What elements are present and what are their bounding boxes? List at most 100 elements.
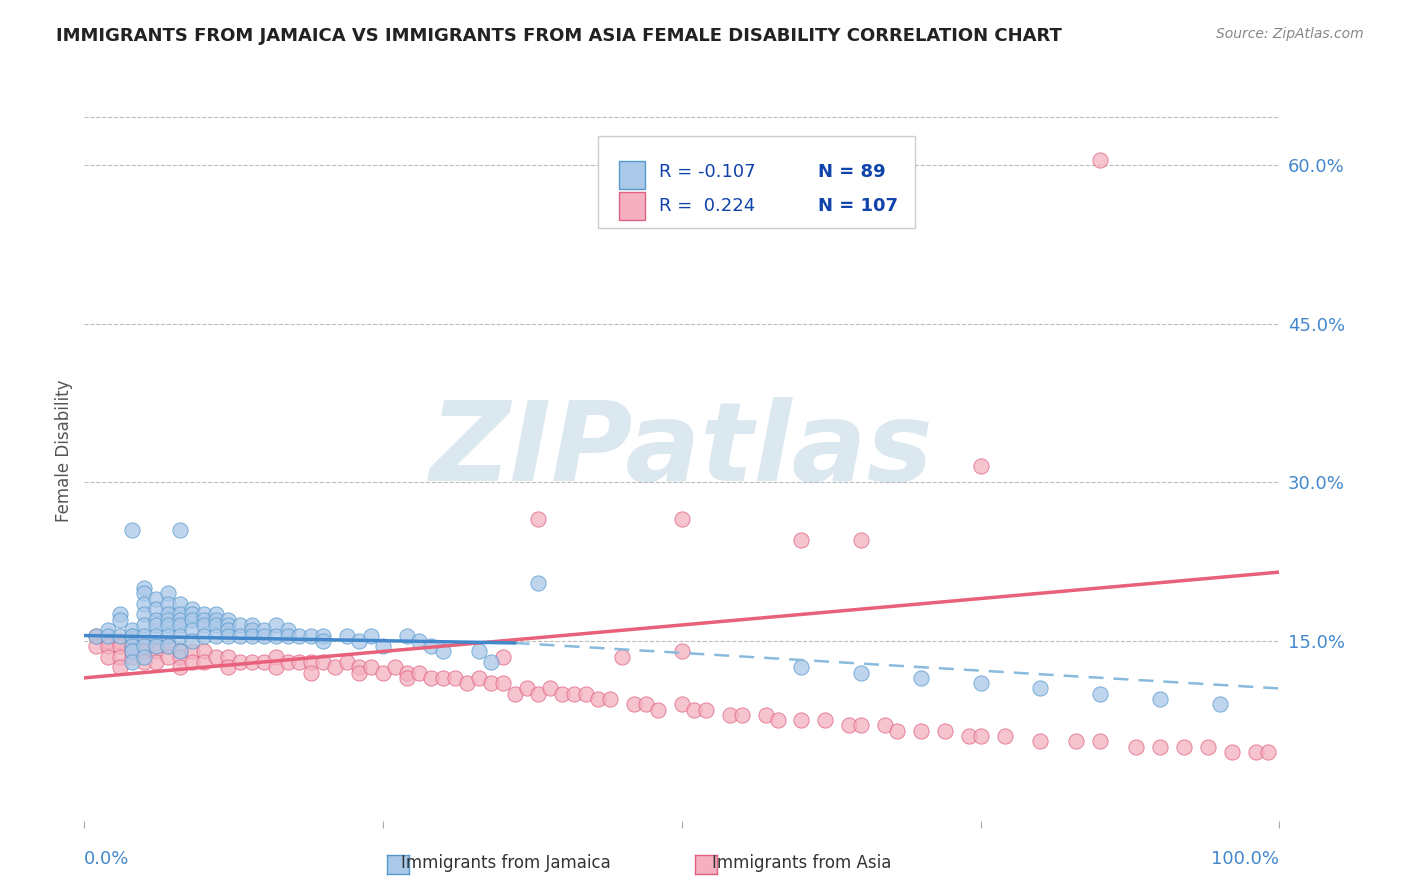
Point [312,628,335,642]
Point [1149,692,1171,706]
Point [814,713,837,727]
Point [718,707,741,722]
Point [145,655,167,669]
Point [205,628,228,642]
Point [790,533,813,548]
Text: 0.0%: 0.0% [84,850,129,868]
Text: R = -0.107: R = -0.107 [659,163,756,181]
Point [205,649,228,664]
Point [97,649,120,664]
Point [145,591,167,606]
Point [551,687,574,701]
Point [516,681,538,696]
Point [575,687,598,701]
Point [994,729,1017,743]
Point [731,707,754,722]
Point [121,655,143,669]
Point [110,660,132,674]
Point [479,655,502,669]
Point [360,660,382,674]
Point [527,575,550,590]
Point [181,655,204,669]
Point [240,624,263,638]
Point [181,633,204,648]
Point [217,618,239,632]
Point [132,649,156,664]
Point [1209,698,1232,712]
Point [264,618,287,632]
Point [132,597,156,611]
Point [253,628,276,642]
Point [1090,153,1112,167]
Point [790,713,813,727]
Point [132,639,156,653]
Point [145,639,167,653]
Point [157,649,180,664]
Point [121,644,143,658]
Point [121,523,143,537]
Point [1125,739,1147,754]
Point [240,655,263,669]
Point [755,707,778,722]
Point [145,618,167,632]
Point [373,639,395,653]
Point [169,613,191,627]
Point [1220,745,1243,759]
Point [277,655,299,669]
Point [86,628,108,642]
Point [970,676,993,690]
Point [349,660,371,674]
Point [349,665,371,680]
Point [612,649,634,664]
Point [875,718,897,732]
Point [193,644,215,658]
Point [1029,681,1052,696]
Point [1090,734,1112,748]
Point [564,687,586,701]
Point [420,639,443,653]
Point [1244,745,1267,759]
Point [479,676,502,690]
Text: 100.0%: 100.0% [1212,850,1279,868]
Point [336,628,359,642]
Point [217,628,239,642]
Point [157,639,180,653]
Point [312,655,335,669]
Point [193,655,215,669]
Point [851,665,873,680]
Point [420,671,443,685]
Point [838,718,860,732]
Point [671,644,693,658]
Point [264,660,287,674]
Point [110,633,132,648]
Point [217,624,239,638]
Point [432,644,454,658]
Point [217,649,239,664]
Point [790,660,813,674]
Point [145,628,167,642]
Point [86,628,108,642]
Point [169,523,191,537]
Point [121,639,143,653]
Point [217,613,239,627]
Point [396,665,419,680]
Point [157,597,180,611]
Point [360,628,382,642]
Point [132,618,156,632]
Point [325,660,347,674]
Point [86,639,108,653]
Point [456,676,478,690]
Point [205,607,228,622]
Text: N = 107: N = 107 [818,197,898,215]
Point [157,586,180,600]
Point [157,613,180,627]
Point [181,644,204,658]
Point [229,655,252,669]
Point [851,718,873,732]
Point [1090,687,1112,701]
Point [193,607,215,622]
Point [181,602,204,616]
Point [1173,739,1195,754]
Point [934,723,956,738]
Text: Immigrants from Asia: Immigrants from Asia [711,855,891,872]
